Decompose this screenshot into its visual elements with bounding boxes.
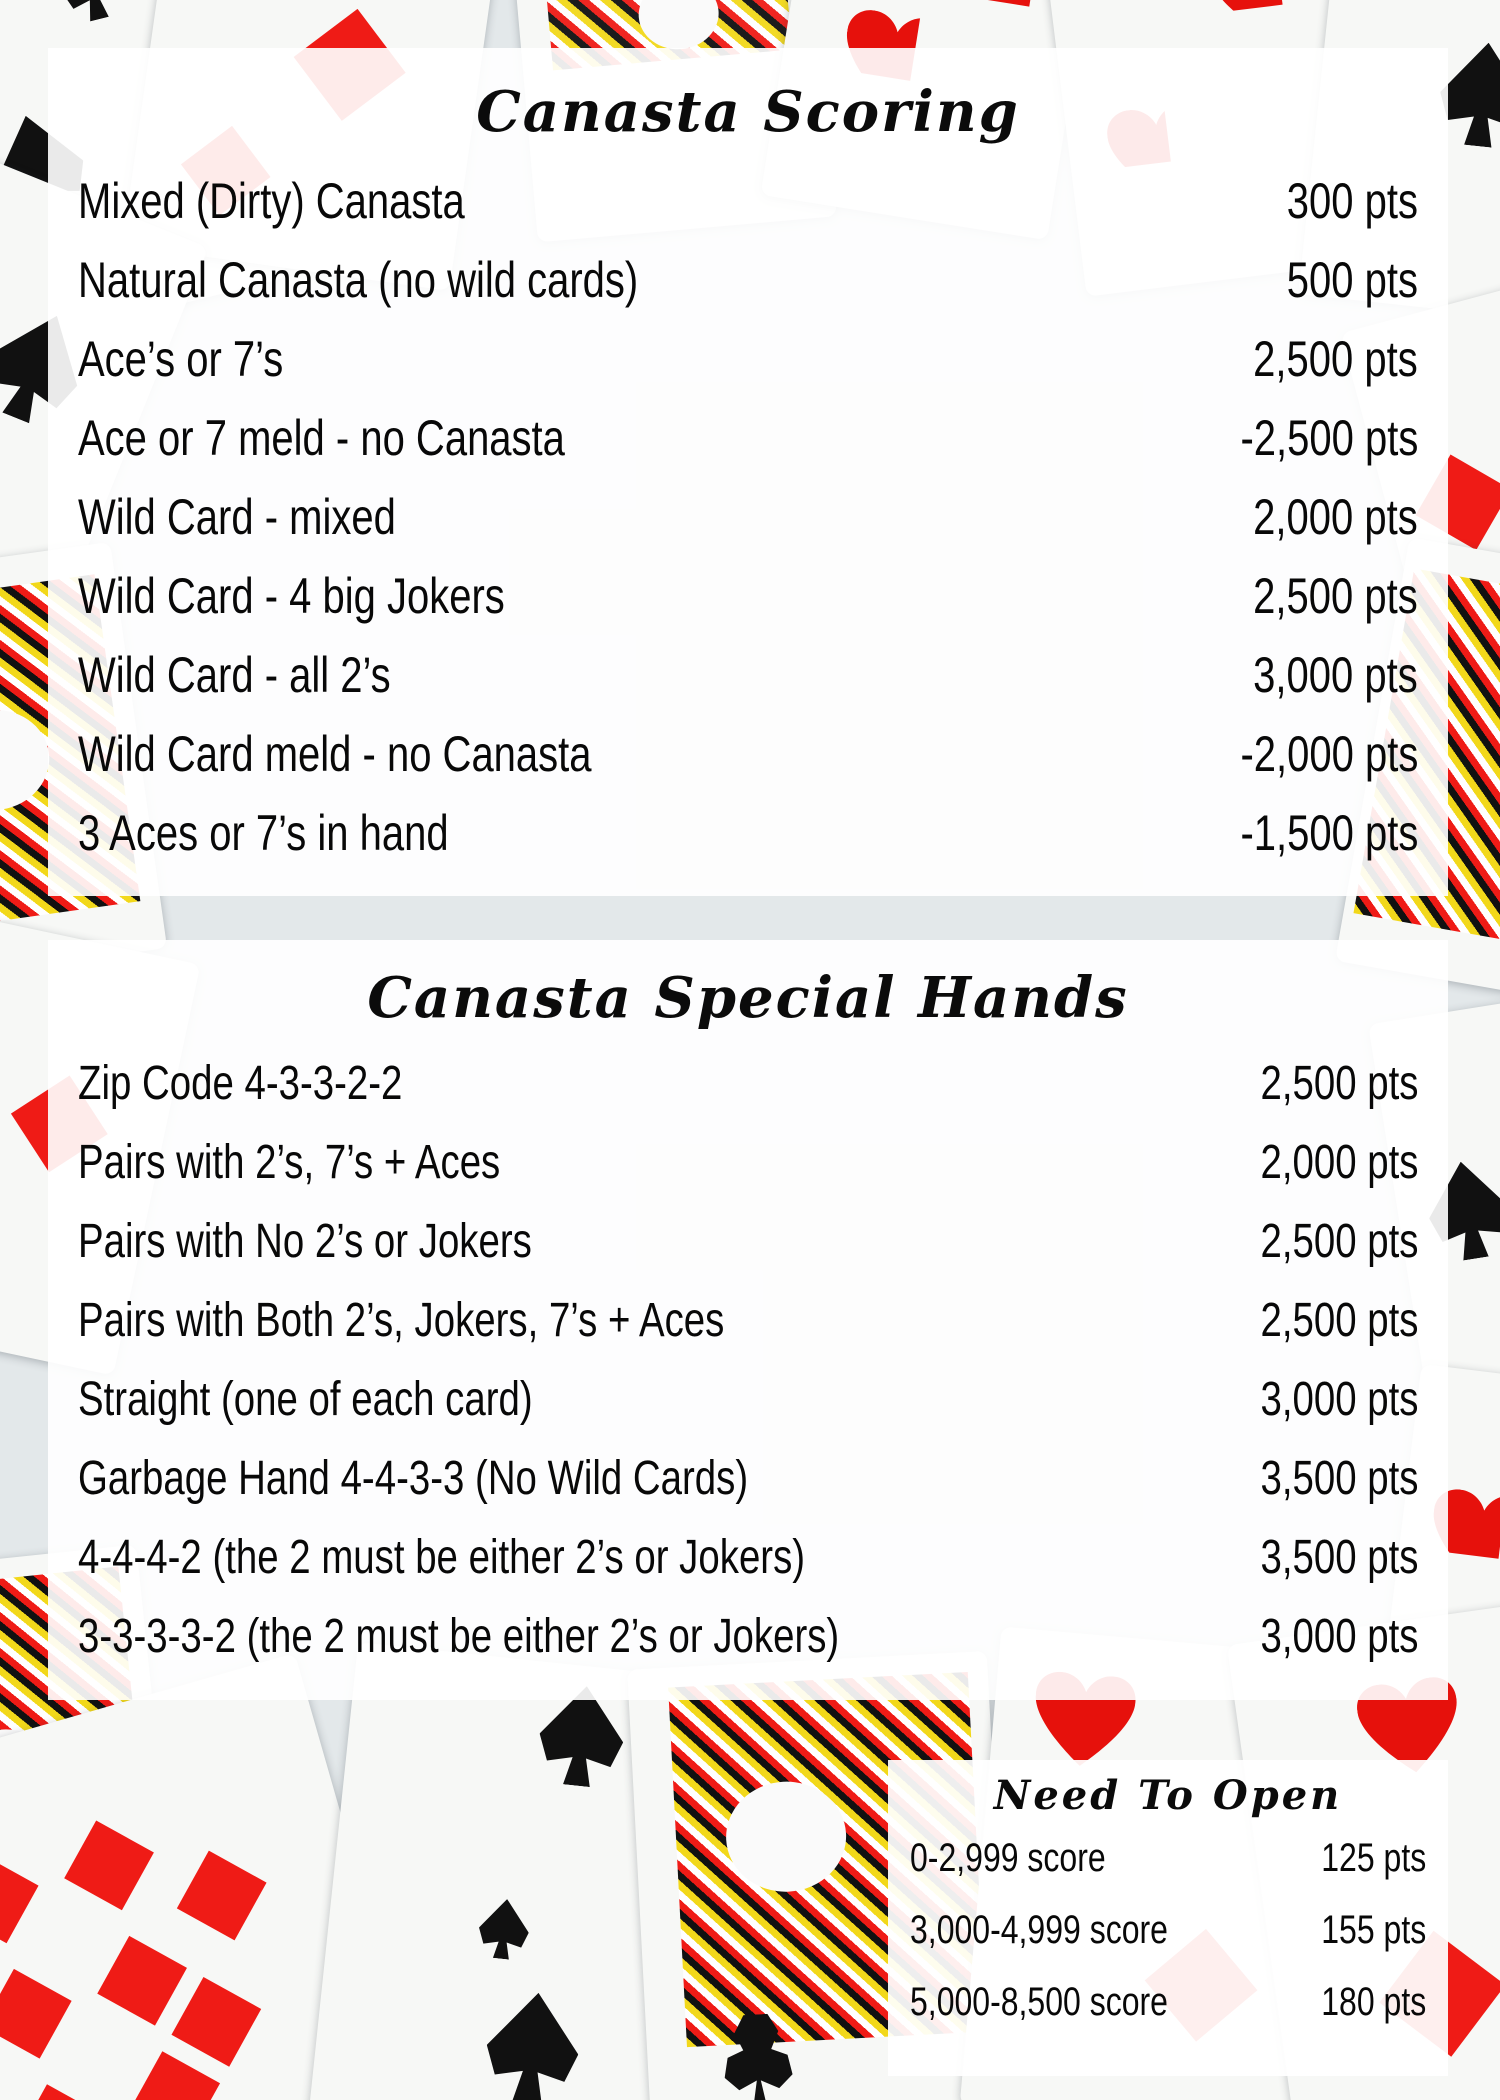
row-label: Zip Code 4-3-3-2-2 — [78, 1057, 403, 1110]
row-points: 2,000 pts — [1260, 1136, 1418, 1189]
row-points: 2,500 pts — [1260, 1057, 1418, 1110]
need-to-open-panel: Need To Open 0-2,999 score 125 pts 3,000-4… — [888, 1760, 1448, 2076]
row-label: Pairs with Both 2’s, Jokers, 7’s + Aces — [78, 1294, 725, 1347]
row-label: Wild Card - 4 big Jokers — [78, 568, 505, 624]
scoring-title: Canasta Scoring — [476, 79, 1020, 145]
row-points: 500 pts — [1286, 252, 1418, 308]
row-label: Pairs with 2’s, 7’s + Aces — [78, 1136, 501, 1189]
row-points: 2,500 pts — [1253, 568, 1418, 624]
need-to-open-rows: 0-2,999 score 125 pts 3,000-4,999 score 155… — [888, 1822, 1448, 2038]
scoring-rows: Mixed (Dirty) Canasta 300 pts Natural Cana… — [48, 162, 1448, 873]
row-label: Wild Card meld - no Canasta — [78, 726, 592, 782]
row-points: 3,000 pts — [1253, 647, 1418, 703]
row-label: Straight (one of each card) — [78, 1373, 533, 1426]
canasta-special-hands-panel: Canasta Special Hands Zip Code 4-3-3-2-2… — [48, 940, 1448, 1700]
row-points: 3,500 pts — [1260, 1531, 1418, 1584]
table-row: Pairs with Both 2’s, Jokers, 7’s + Aces 2… — [78, 1281, 1418, 1360]
row-label: Pairs with No 2’s or Jokers — [78, 1215, 532, 1268]
row-label: 4-4-4-2 (the 2 must be either 2’s or Jok… — [78, 1531, 806, 1584]
row-label: Mixed (Dirty) Canasta — [78, 173, 465, 229]
table-row: Mixed (Dirty) Canasta 300 pts — [78, 162, 1418, 241]
row-points: -2,500 pts — [1240, 410, 1418, 466]
row-points: -1,500 pts — [1240, 805, 1418, 861]
row-label: 3 Aces or 7’s in hand — [78, 805, 449, 861]
row-label: 3-3-3-3-2 (the 2 must be either 2’s or J… — [78, 1610, 840, 1663]
table-row: 3 Aces or 7’s in hand -1,500 pts — [78, 794, 1418, 873]
row-label: Natural Canasta (no wild cards) — [78, 252, 639, 308]
need-to-open-title: Need To Open — [993, 1772, 1343, 1819]
row-points: 2,000 pts — [1253, 489, 1418, 545]
row-label: Wild Card - all 2’s — [78, 647, 391, 703]
table-row: Pairs with No 2’s or Jokers 2,500 pts — [78, 1202, 1418, 1281]
table-row: Wild Card - all 2’s 3,000 pts — [78, 636, 1418, 715]
row-label: Ace’s or 7’s — [78, 331, 284, 387]
table-row: Wild Card meld - no Canasta -2,000 pts — [78, 715, 1418, 794]
row-label: 5,000-8,500 score — [910, 1980, 1168, 2024]
canasta-scoring-panel: Canasta Scoring Mixed (Dirty) Canasta 300… — [48, 48, 1448, 896]
table-row: Pairs with 2’s, 7’s + Aces 2,000 pts — [78, 1123, 1418, 1202]
row-points: 2,500 pts — [1260, 1294, 1418, 1347]
table-row: Zip Code 4-3-3-2-2 2,500 pts — [78, 1044, 1418, 1123]
row-points: 2,500 pts — [1253, 331, 1418, 387]
table-row: 4-4-4-2 (the 2 must be either 2’s or Jok… — [78, 1518, 1418, 1597]
row-label: Garbage Hand 4-4-3-3 (No Wild Cards) — [78, 1452, 749, 1505]
special-hands-rows: Zip Code 4-3-3-2-2 2,500 pts Pairs with 2’… — [48, 1044, 1448, 1676]
row-points: 3,000 pts — [1260, 1610, 1418, 1663]
table-row: Natural Canasta (no wild cards) 500 pts — [78, 241, 1418, 320]
row-points: 155 pts — [1321, 1908, 1426, 1952]
table-row: 3-3-3-3-2 (the 2 must be either 2’s or J… — [78, 1597, 1418, 1676]
row-label: Wild Card - mixed — [78, 489, 396, 545]
row-label: 0-2,999 score — [910, 1836, 1106, 1880]
table-row: Ace or 7 meld - no Canasta -2,500 pts — [78, 399, 1418, 478]
table-row: Wild Card - mixed 2,000 pts — [78, 478, 1418, 557]
row-points: 3,500 pts — [1260, 1452, 1418, 1505]
row-points: 125 pts — [1321, 1836, 1426, 1880]
row-points: 3,000 pts — [1260, 1373, 1418, 1426]
row-points: 2,500 pts — [1260, 1215, 1418, 1268]
row-label: Ace or 7 meld - no Canasta — [78, 410, 565, 466]
row-points: 180 pts — [1321, 1980, 1426, 2024]
table-row: Straight (one of each card) 3,000 pts — [78, 1360, 1418, 1439]
row-points: 300 pts — [1286, 173, 1418, 229]
table-row: 0-2,999 score 125 pts — [910, 1822, 1426, 1894]
table-row: Ace’s or 7’s 2,500 pts — [78, 320, 1418, 399]
row-points: -2,000 pts — [1240, 726, 1418, 782]
table-row: 3,000-4,999 score 155 pts — [910, 1894, 1426, 1966]
special-hands-title: Canasta Special Hands — [367, 965, 1129, 1031]
table-row: Wild Card - 4 big Jokers 2,500 pts — [78, 557, 1418, 636]
row-label: 3,000-4,999 score — [910, 1908, 1168, 1952]
table-row: 5,000-8,500 score 180 pts — [910, 1966, 1426, 2038]
table-row: Garbage Hand 4-4-3-3 (No Wild Cards) 3,50… — [78, 1439, 1418, 1518]
